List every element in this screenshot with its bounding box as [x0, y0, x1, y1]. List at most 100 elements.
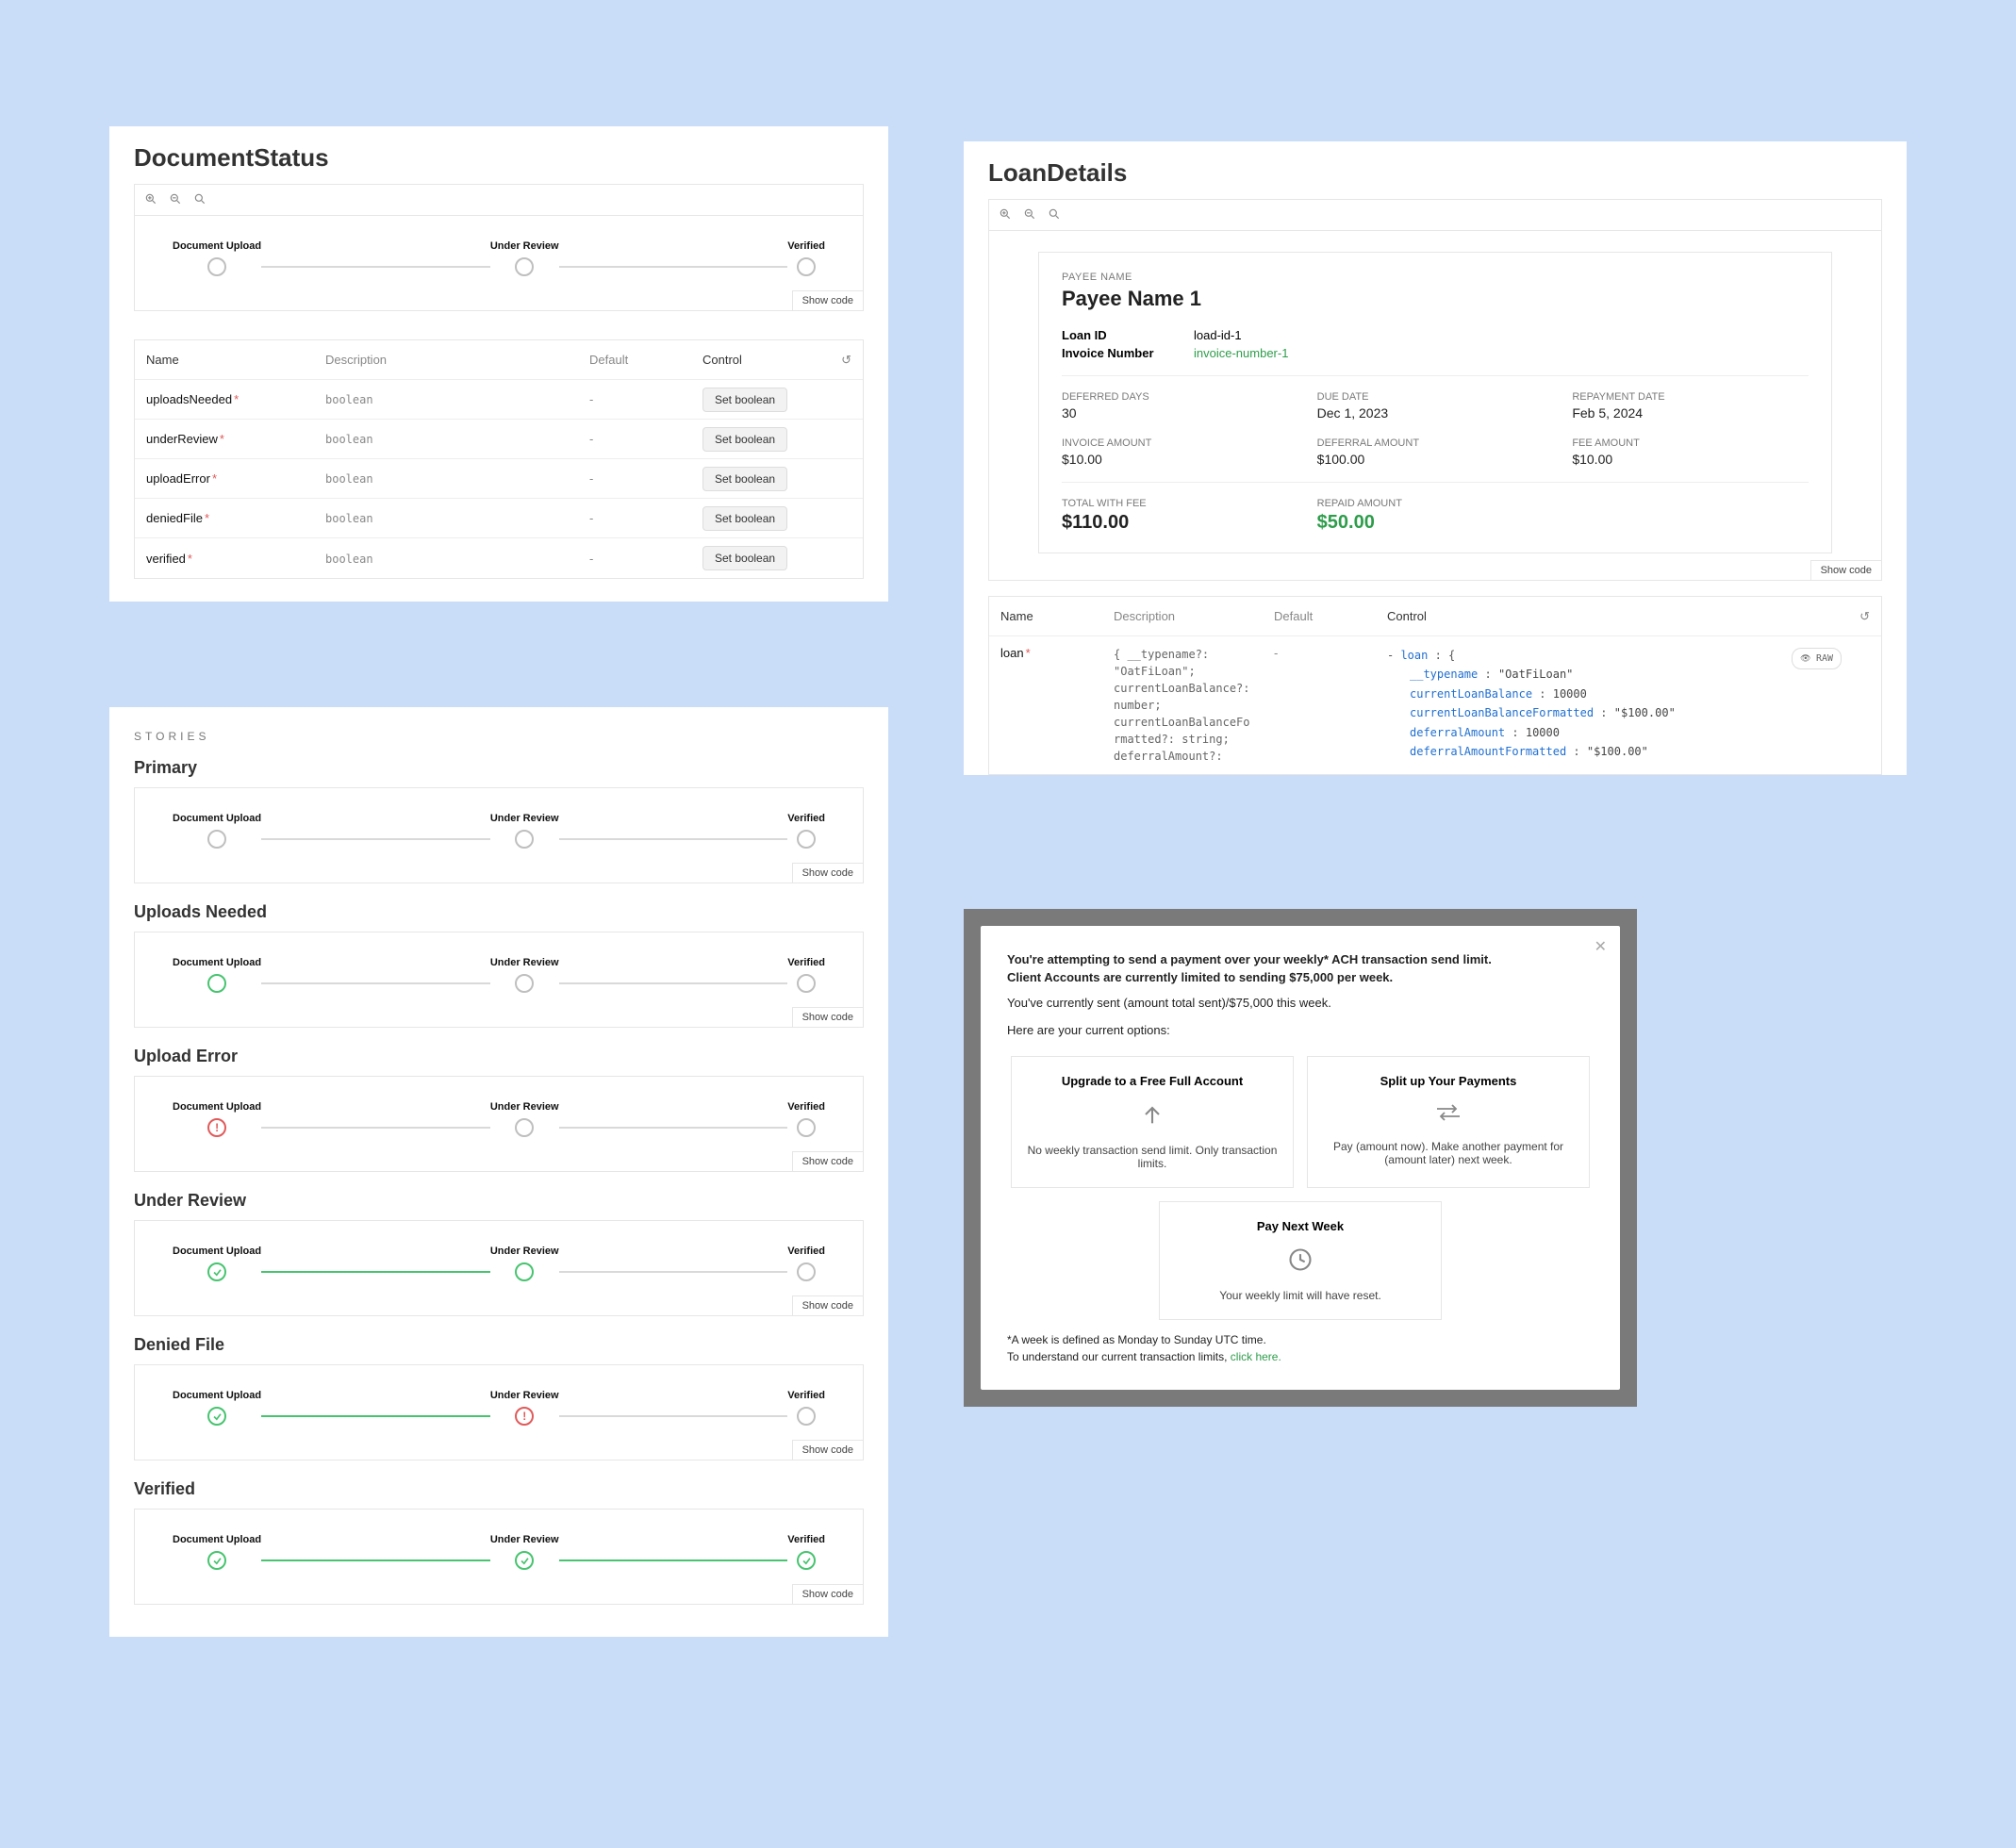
show-code-button[interactable]: Show code: [792, 1295, 863, 1315]
step-label: Verified: [787, 1390, 825, 1401]
step-label: Under Review: [490, 1246, 559, 1257]
modal-option-card[interactable]: Split up Your PaymentsPay (amount now). …: [1307, 1056, 1590, 1188]
modal-option-card[interactable]: Upgrade to a Free Full AccountNo weekly …: [1011, 1056, 1294, 1188]
show-code-button[interactable]: Show code: [792, 1151, 863, 1171]
step: Document Upload: [173, 813, 261, 849]
field-value: $10.00: [1062, 452, 1298, 467]
story-preview: Document Upload!Under ReviewVerifiedShow…: [134, 1076, 864, 1172]
payee-name: Payee Name 1: [1062, 287, 1809, 311]
set-boolean-button[interactable]: Set boolean: [702, 546, 787, 570]
document-status-stepper: Document UploadUnder ReviewVerified: [135, 216, 863, 310]
loan-field: DEFERRAL AMOUNT$100.00: [1317, 437, 1554, 467]
document-status-stepper: Document UploadUnder ReviewVerified: [135, 932, 863, 1027]
story-title: Primary: [109, 749, 888, 787]
step-label: Document Upload: [173, 1101, 261, 1113]
loan-id-value: load-id-1: [1194, 328, 1809, 342]
zoom-in-icon[interactable]: [999, 207, 1014, 223]
step-connector: [261, 1415, 490, 1417]
set-boolean-button[interactable]: Set boolean: [702, 388, 787, 412]
transaction-limit-modal: ✕ You're attempting to send a payment ov…: [981, 926, 1620, 1390]
step-connector: [261, 982, 490, 984]
document-status-stepper: Document UploadUnder ReviewVerified: [135, 1510, 863, 1604]
show-code-button[interactable]: Show code: [792, 1007, 863, 1027]
table-row: uploadError*boolean-Set boolean: [135, 459, 863, 499]
invoice-number-link[interactable]: invoice-number-1: [1194, 346, 1809, 360]
modal-footnote-1: *A week is defined as Monday to Sunday U…: [1007, 1333, 1594, 1346]
step-label: Under Review: [490, 1101, 559, 1113]
story-preview: Document UploadUnder ReviewVerifiedShow …: [134, 932, 864, 1028]
field-label: REPAYMENT DATE: [1572, 391, 1809, 403]
show-code-button[interactable]: Show code: [792, 1440, 863, 1460]
required-star: *: [205, 511, 209, 525]
prop-name: loan: [1000, 646, 1024, 660]
panel-title: LoanDetails: [964, 141, 1907, 199]
show-code-button[interactable]: Show code: [792, 863, 863, 883]
zoom-out-icon[interactable]: [1023, 207, 1038, 223]
zoom-reset-icon[interactable]: [193, 192, 208, 207]
required-star: *: [1026, 646, 1031, 660]
transaction-limit-modal-wrap: ✕ You're attempting to send a payment ov…: [964, 909, 1637, 1407]
option-title: Upgrade to a Free Full Account: [1027, 1074, 1278, 1088]
zoom-out-icon[interactable]: [169, 192, 184, 207]
prop-default: -: [1274, 646, 1387, 660]
show-code-button[interactable]: Show code: [792, 290, 863, 310]
prop-control[interactable]: RAW - loan : { __typename : "OatFiLoan"c…: [1387, 646, 1842, 761]
option-title: Pay Next Week: [1175, 1219, 1426, 1233]
document-status-stepper: Document Upload Under Review! Verified: [135, 1365, 863, 1460]
table-row: uploadsNeeded*boolean-Set boolean: [135, 380, 863, 420]
prop-type: boolean: [325, 472, 373, 486]
step: Under Review!: [490, 1390, 559, 1426]
field-label: INVOICE AMOUNT: [1062, 437, 1298, 449]
zoom-in-icon[interactable]: [144, 192, 159, 207]
step: Document Upload: [173, 1390, 261, 1426]
table-row: verified*boolean-Set boolean: [135, 538, 863, 578]
raw-toggle-button[interactable]: RAW: [1792, 648, 1842, 669]
step: Under Review: [490, 813, 559, 849]
reset-icon[interactable]: ↺: [823, 353, 851, 368]
step: Verified: [787, 1101, 825, 1137]
panel-title: DocumentStatus: [109, 126, 888, 184]
col-control: Control: [1387, 609, 1842, 623]
set-boolean-button[interactable]: Set boolean: [702, 427, 787, 452]
story-title: Under Review: [109, 1181, 888, 1220]
set-boolean-button[interactable]: Set boolean: [702, 506, 787, 531]
step-label: Document Upload: [173, 957, 261, 968]
field-value: $10.00: [1572, 452, 1809, 467]
invoice-number-label: Invoice Number: [1062, 346, 1194, 360]
prop-name: verified: [146, 552, 186, 566]
step-connector: [261, 838, 490, 840]
modal-headline-1: You're attempting to send a payment over…: [1007, 952, 1492, 966]
documentstatus-panel: DocumentStatus Document UploadUnder Revi…: [109, 126, 888, 602]
step-label: Document Upload: [173, 813, 261, 824]
step-label: Verified: [787, 1246, 825, 1257]
zoom-reset-icon[interactable]: [1048, 207, 1063, 223]
table-header-row: Name Description Default Control ↺: [135, 340, 863, 380]
preview-canvas: PAYEE NAME Payee Name 1 Loan ID load-id-…: [988, 230, 1882, 581]
required-star: *: [212, 471, 217, 486]
close-icon[interactable]: ✕: [1595, 937, 1607, 956]
loan-props-table: Name Description Default Control ↺ loan*…: [988, 596, 1882, 775]
show-code-button[interactable]: Show code: [792, 1584, 863, 1604]
prop-default: -: [589, 392, 702, 406]
loan-id-label: Loan ID: [1062, 328, 1194, 342]
modal-footnote-link[interactable]: click here.: [1231, 1350, 1281, 1363]
step-label: Document Upload: [173, 1390, 261, 1401]
step: Document Upload: [173, 1246, 261, 1281]
step: Verified: [787, 813, 825, 849]
modal-option-card[interactable]: Pay Next WeekYour weekly limit will have…: [1159, 1201, 1442, 1320]
prop-name: deniedFile: [146, 511, 203, 525]
step-connector: [261, 1559, 490, 1561]
step: Document Upload: [173, 240, 261, 276]
step: Verified: [787, 1246, 825, 1281]
reset-icon[interactable]: ↺: [1842, 609, 1870, 624]
field-label: DEFERRAL AMOUNT: [1317, 437, 1554, 449]
set-boolean-button[interactable]: Set boolean: [702, 467, 787, 491]
step-label: Document Upload: [173, 1246, 261, 1257]
show-code-button[interactable]: Show code: [1810, 560, 1881, 580]
prop-type: boolean: [325, 433, 373, 446]
story-preview: Document Upload Under Review Verified Show …: [134, 1220, 864, 1316]
step: Under Review: [490, 1534, 559, 1570]
loan-field: REPAYMENT DATEFeb 5, 2024: [1572, 391, 1809, 421]
document-status-stepper: Document Upload Under Review Verified: [135, 1221, 863, 1315]
step: Under Review: [490, 1101, 559, 1137]
